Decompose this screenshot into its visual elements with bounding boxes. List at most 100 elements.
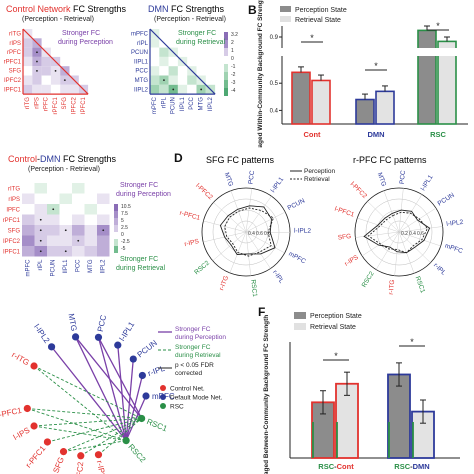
edge-perception (75, 336, 143, 419)
significance-dot (54, 69, 57, 72)
radar-retrieval-line (224, 207, 274, 257)
panel-b: B Perception State Retrieval State Average… (246, 0, 474, 148)
matrix-cell (177, 75, 188, 85)
matrix-cell (84, 204, 97, 215)
colorbar-segment (224, 64, 228, 72)
radar-outline (354, 187, 444, 277)
matrix-cell (22, 214, 35, 225)
radar-axis-label: l-IPL1 (420, 174, 435, 192)
node-pcc (94, 333, 103, 341)
row-label: mPFC (131, 32, 149, 38)
node-label: MTG (67, 313, 79, 332)
matrix-cell (22, 193, 35, 204)
significance-dot (64, 250, 67, 253)
edge-perception (125, 375, 144, 441)
legend-text: during Perception (175, 334, 226, 341)
panel-b-letter: B (248, 3, 257, 17)
colorbar-segment (224, 40, 228, 48)
matrix-cell (23, 47, 33, 57)
colorbar-segment (114, 225, 118, 232)
row-label: SFG (8, 229, 21, 235)
y-tick-label: 0.4 (270, 108, 279, 114)
node-label: l-PFC2 (74, 461, 85, 474)
between-community-chart: Perception State Retrieval State Averaged … (263, 312, 460, 474)
radar-axis-label: PCC (399, 170, 407, 185)
col-label: IIPL1 (63, 259, 69, 274)
colorbar-segment (114, 218, 118, 225)
control-matrix: rITGrITGrIPSrIPSrPFCrPFCrPFC1rPFC1SFGSFG… (4, 28, 89, 114)
colorbar-tick: -2 (231, 72, 236, 78)
node-label: PCC (96, 314, 108, 333)
legend-dot (160, 394, 166, 400)
radar-spoke (245, 231, 271, 269)
node-r-itg (30, 362, 38, 370)
bar-rsc-perception (417, 29, 437, 125)
control-title-rest: FC Strengths (70, 4, 127, 14)
sig-star: * (410, 337, 414, 347)
radar-spoke (245, 188, 253, 233)
legend-perception: Perception (304, 168, 335, 175)
category-label: Cont (303, 130, 321, 139)
radar-spoke (245, 231, 285, 254)
colorbar-segment (114, 232, 118, 239)
row-label: IPFC (6, 208, 20, 214)
legend-swatch-perception (280, 6, 291, 12)
cd-title: Control-DMN FC Strengths (8, 155, 116, 164)
matrix-cell (150, 75, 160, 85)
sfg-radar-title: SFG FC patterns (206, 155, 275, 165)
colorbar-tick: -1 (231, 64, 236, 70)
matrix-cell (84, 193, 97, 204)
matrix-cell (22, 235, 35, 246)
col-label: IIPL1 (180, 96, 186, 111)
y-axis-label: Averaged Between-Community Background FC… (263, 315, 270, 474)
radar-axis-label: r-IPL (432, 262, 447, 277)
colorbar-segment (224, 72, 228, 80)
row-label: IPFC1 (3, 250, 21, 256)
radar-axis-label: r-PFC1 (179, 210, 201, 222)
radar-spoke (212, 231, 247, 261)
colorbar-tick: -5 (121, 246, 126, 252)
radar-ring (212, 198, 280, 266)
panel-d-letter: D (174, 151, 183, 165)
matrix-cell (168, 56, 178, 67)
col-label: SFG (62, 97, 68, 110)
radar-spoke (230, 190, 247, 233)
radar-spoke (398, 231, 441, 247)
col-label: PCC (189, 96, 195, 109)
matrix-cell (150, 38, 160, 48)
fc-network-graph: r-ITGl-IPL2MTGPCCl-IPL1PCUNr-IPLmPFCRSC1… (0, 313, 226, 474)
matrix-cell (50, 84, 61, 95)
edge-retrieval (27, 408, 127, 442)
matrix-cell (150, 56, 160, 67)
node-label: PCUN (136, 338, 160, 359)
node-rsc1 (138, 414, 146, 423)
matrix-cell (23, 66, 33, 76)
col-label: PCUN (171, 97, 177, 114)
node-r-ips (94, 451, 103, 459)
col-label: PCUN (51, 260, 57, 277)
row-label: rITG (9, 32, 21, 38)
radar-axis-label: RSC2 (193, 259, 211, 276)
dmn-annotation-1: Stronger FC (178, 30, 217, 37)
radar-retrieval-line (367, 211, 428, 254)
radar-ring (387, 220, 411, 244)
colorbar-tick: 1 (231, 48, 234, 54)
node-l-ipl1 (114, 341, 122, 349)
matrix-cell (97, 214, 110, 225)
matrix-cell (22, 183, 35, 194)
significance-dot (39, 250, 42, 253)
bar-dmn-perception (355, 98, 375, 125)
radar-ring (376, 209, 422, 255)
matrix-cell (150, 66, 160, 76)
y-tick-label: 0.9 (270, 35, 279, 41)
col-label: IPFC2 (72, 96, 78, 114)
rpfc-radar-title: r-PFC FC patterns (353, 155, 427, 165)
radar-axis-label: r-IPS (184, 238, 201, 248)
node-label: l-IPS (12, 426, 32, 442)
matrix-cell (41, 75, 51, 85)
col-label: IIPL2 (208, 96, 214, 111)
node-rsc2 (122, 436, 130, 445)
control-dmn-matrix: rITG rIPS IPFC rPFC1 SFG IPFC2 IPFC1 mPFC rIPL PC… (3, 183, 131, 277)
node-l-ips (30, 422, 38, 430)
